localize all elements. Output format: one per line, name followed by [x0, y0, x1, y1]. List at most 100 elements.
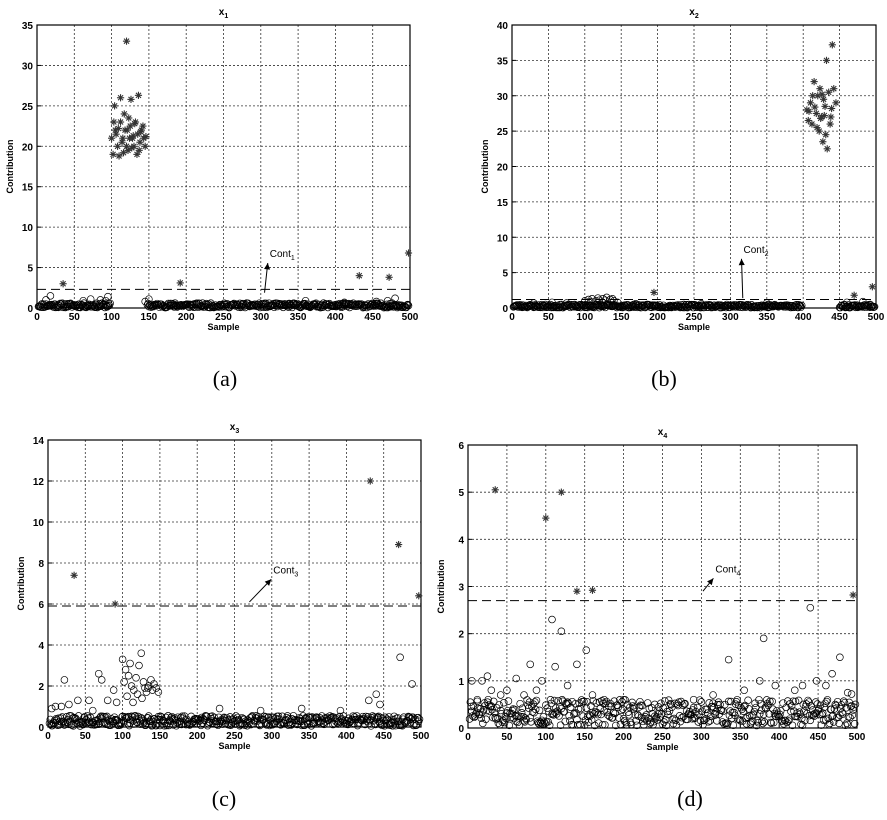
data-point-star: [827, 113, 834, 120]
data-point-star: [823, 57, 830, 64]
caption-d: (d): [650, 786, 730, 812]
data-point-star: [813, 124, 820, 131]
x-tick-label: 150: [613, 312, 630, 323]
x-tick-label: 400: [327, 312, 344, 323]
data-point-star: [125, 114, 132, 121]
data-point-star: [135, 92, 142, 99]
x-tick-label: 200: [615, 732, 632, 743]
data-point-star: [124, 127, 131, 134]
x-tick-label: 300: [263, 731, 280, 742]
y-tick-label: 30: [22, 61, 34, 72]
data-point-star: [850, 591, 857, 598]
y-tick-label: 25: [497, 127, 509, 138]
y-tick-label: 5: [27, 264, 33, 275]
x-tick-label: 300: [722, 312, 739, 323]
y-tick-label: 40: [497, 21, 509, 32]
data-point-star: [830, 85, 837, 92]
x-tick-label: 500: [402, 312, 419, 323]
y-tick-label: 12: [33, 477, 45, 488]
x-tick-label: 200: [189, 731, 206, 742]
x-tick-label: 450: [364, 312, 381, 323]
data-point-star: [120, 149, 127, 156]
chart-panel-b: 0501001502002503003504004505000510152025…: [465, 0, 887, 345]
data-point-star: [828, 105, 835, 112]
y-tick-label: 0: [38, 723, 44, 734]
data-point-star: [821, 112, 828, 119]
data-point-star: [356, 272, 363, 279]
data-point-star: [824, 145, 831, 152]
data-point-star: [111, 102, 118, 109]
x-tick-label: 500: [868, 312, 885, 323]
x-tick-label: 200: [178, 312, 195, 323]
data-point-star: [131, 120, 138, 127]
caption-a: (a): [185, 366, 265, 392]
data-point-star: [117, 94, 124, 101]
y-tick-label: 10: [22, 223, 34, 234]
y-tick-label: 25: [22, 102, 34, 113]
y-tick-label: 35: [22, 21, 34, 32]
x-axis-label: Sample: [646, 742, 678, 752]
y-tick-label: 2: [38, 682, 44, 693]
x-tick-label: 450: [831, 312, 848, 323]
x-tick-label: 0: [34, 312, 40, 323]
data-point-star: [130, 132, 137, 139]
x-tick-label: 150: [152, 731, 169, 742]
y-tick-label: 10: [497, 233, 509, 244]
data-point-star: [816, 85, 823, 92]
data-point-star: [820, 96, 827, 103]
data-point-star: [139, 122, 146, 129]
x-tick-label: 400: [771, 732, 788, 743]
data-point-star: [123, 38, 130, 45]
data-point-star: [109, 151, 116, 158]
y-tick-label: 35: [497, 56, 509, 67]
data-point-star: [805, 108, 812, 115]
y-tick-label: 0: [502, 304, 508, 315]
y-tick-label: 3: [458, 583, 464, 594]
data-point-star: [117, 118, 124, 125]
data-point-star: [811, 78, 818, 85]
chart-panel-c: 0501001502002503003504004505000246810121…: [0, 415, 430, 760]
y-axis-label: Contribution: [436, 560, 446, 614]
x-tick-label: 350: [301, 731, 318, 742]
data-point-star: [142, 143, 149, 150]
y-tick-label: 5: [502, 269, 508, 280]
x-tick-label: 50: [69, 312, 81, 323]
x-tick-label: 0: [465, 732, 471, 743]
chart-panel-d: 0501001502002503003504004505000123456x4S…: [440, 415, 887, 760]
data-point-star: [869, 283, 876, 290]
caption-b: (b): [624, 366, 704, 392]
x-tick-label: 0: [509, 312, 515, 323]
x-tick-label: 300: [693, 732, 710, 743]
x-axis-label: Sample: [678, 322, 710, 332]
chart-title: x1: [219, 7, 229, 20]
chart-title: x2: [689, 7, 699, 20]
x-tick-label: 300: [252, 312, 269, 323]
x-tick-label: 450: [375, 731, 392, 742]
y-tick-label: 0: [458, 724, 464, 735]
data-point-star: [115, 152, 122, 159]
x-axis-label: Sample: [218, 741, 250, 751]
x-tick-label: 50: [543, 312, 555, 323]
x-tick-label: 100: [103, 312, 120, 323]
data-point-star: [142, 133, 149, 140]
chart-panel-a: 0501001502002503003504004505000510152025…: [0, 0, 430, 345]
x-tick-label: 0: [45, 731, 51, 742]
x-tick-label: 50: [501, 732, 513, 743]
y-tick-label: 4: [38, 641, 44, 652]
data-point-star: [827, 120, 834, 127]
x-tick-label: 450: [810, 732, 827, 743]
x-tick-label: 500: [849, 732, 866, 743]
data-point-star: [136, 147, 143, 154]
y-tick-label: 20: [22, 142, 34, 153]
y-tick-label: 15: [497, 198, 509, 209]
y-tick-label: 6: [458, 441, 464, 452]
data-point-star: [851, 292, 858, 299]
data-point-star: [127, 96, 134, 103]
x-tick-label: 400: [795, 312, 812, 323]
y-tick-label: 14: [33, 436, 45, 447]
data-point-star: [819, 138, 826, 145]
x-tick-label: 150: [576, 732, 593, 743]
data-point-star: [832, 99, 839, 106]
y-axis-label: Contribution: [480, 140, 490, 194]
data-point-star: [805, 117, 812, 124]
